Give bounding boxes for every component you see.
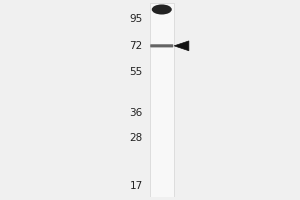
Text: 17: 17 xyxy=(129,181,142,191)
Text: 36: 36 xyxy=(129,108,142,118)
FancyBboxPatch shape xyxy=(150,44,173,47)
Text: 95: 95 xyxy=(129,14,142,24)
Ellipse shape xyxy=(152,4,172,15)
Text: 28: 28 xyxy=(129,133,142,143)
Bar xyxy=(150,3,174,197)
Text: 55: 55 xyxy=(129,67,142,77)
Text: 72: 72 xyxy=(129,41,142,51)
Polygon shape xyxy=(174,41,189,51)
